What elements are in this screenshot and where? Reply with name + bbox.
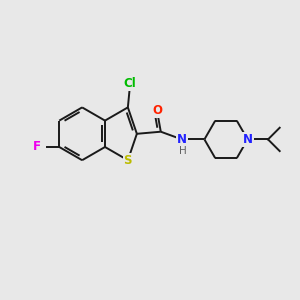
Text: Cl: Cl — [123, 77, 136, 91]
Text: H: H — [178, 146, 186, 156]
Text: F: F — [33, 140, 41, 154]
Text: N: N — [177, 133, 187, 146]
Text: O: O — [152, 104, 162, 117]
Text: S: S — [124, 154, 132, 167]
Text: N: N — [243, 133, 253, 146]
